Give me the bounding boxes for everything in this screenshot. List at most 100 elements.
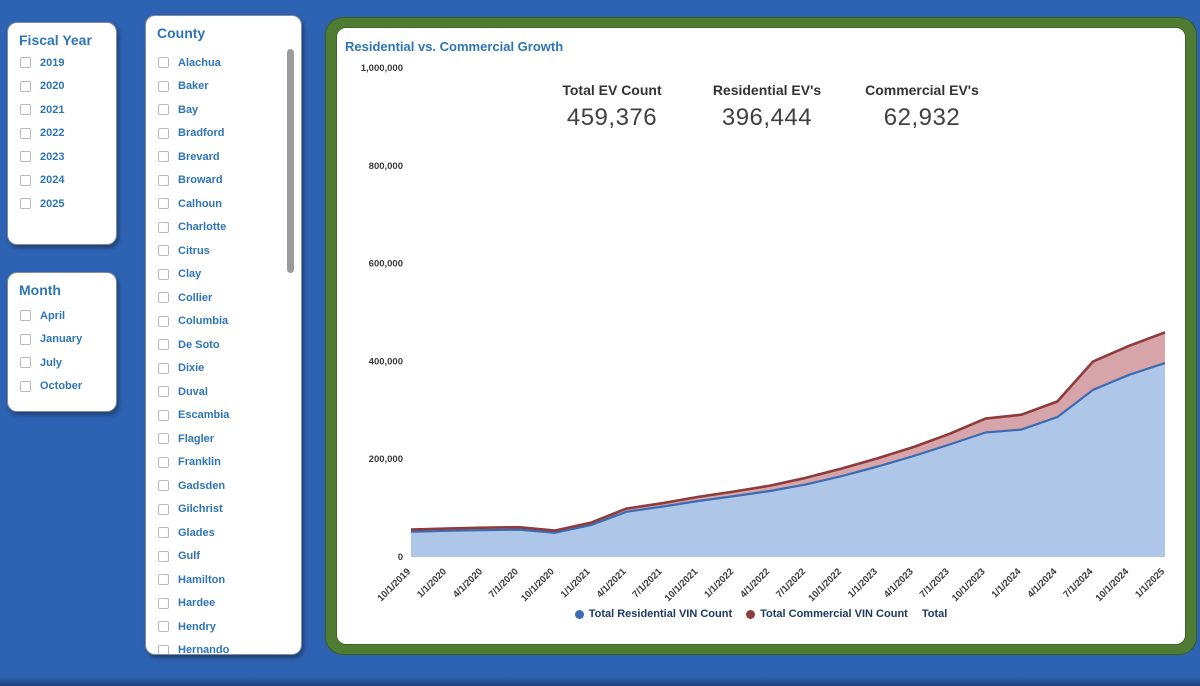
month-option-january[interactable]: January — [20, 328, 110, 352]
county-option-alachua[interactable]: Alachua — [158, 51, 295, 75]
county-option-bradford[interactable]: Bradford — [158, 122, 295, 146]
checkbox-icon[interactable] — [158, 550, 169, 562]
county-option-label: Escambia — [178, 409, 230, 422]
fiscal-year-option-2023[interactable]: 2023 — [20, 145, 110, 169]
legend-item-total[interactable]: Total — [922, 608, 947, 620]
fiscal-year-option-2024[interactable]: 2024 — [20, 169, 110, 193]
checkbox-icon[interactable] — [158, 644, 169, 654]
month-option-april[interactable]: April — [20, 304, 110, 328]
county-option-calhoun[interactable]: Calhoun — [158, 192, 295, 216]
checkbox-icon[interactable] — [158, 456, 169, 468]
x-axis-tick-label: 10/1/2021 — [663, 566, 701, 604]
county-option-hamilton[interactable]: Hamilton — [158, 568, 295, 592]
checkbox-icon[interactable] — [158, 527, 169, 539]
checkbox-icon[interactable] — [158, 409, 169, 421]
x-axis-tick-label: 1/1/2020 — [415, 566, 449, 600]
county-option-gulf[interactable]: Gulf — [158, 545, 295, 569]
county-option-brevard[interactable]: Brevard — [158, 145, 295, 169]
fiscal-year-option-2019[interactable]: 2019 — [20, 51, 110, 75]
county-option-label: Columbia — [178, 315, 229, 328]
county-option-flagler[interactable]: Flagler — [158, 427, 295, 451]
checkbox-icon[interactable] — [158, 198, 169, 210]
county-scrollbar-thumb[interactable] — [287, 49, 294, 273]
fiscal-year-option-2020[interactable]: 2020 — [20, 75, 110, 99]
county-option-label: Hamilton — [178, 573, 226, 586]
checkbox-icon[interactable] — [20, 151, 31, 163]
kpi-value: 396,444 — [721, 104, 813, 131]
checkbox-icon[interactable] — [20, 127, 31, 139]
county-option-de-soto[interactable]: De Soto — [158, 333, 295, 357]
checkbox-icon[interactable] — [158, 268, 169, 280]
x-axis-tick-label: 1/1/2021 — [559, 566, 593, 600]
county-option-citrus[interactable]: Citrus — [158, 239, 295, 263]
month-option-october[interactable]: October — [20, 375, 110, 399]
fiscal-year-filter-title: Fiscal Year — [19, 32, 92, 48]
checkbox-icon[interactable] — [20, 80, 31, 92]
county-option-escambia[interactable]: Escambia — [158, 404, 295, 428]
county-option-broward[interactable]: Broward — [158, 169, 295, 193]
checkbox-icon[interactable] — [20, 357, 31, 369]
checkbox-icon[interactable] — [20, 57, 31, 69]
checkbox-icon[interactable] — [158, 104, 169, 116]
legend-item-total-residential-vin-count[interactable]: Total Residential VIN Count — [574, 608, 732, 620]
kpi-total-ev-count: Total EV Count 459,376 — [537, 82, 687, 132]
checkbox-icon[interactable] — [158, 480, 169, 492]
x-axis-tick-label: 10/1/2020 — [519, 566, 557, 604]
county-option-hardee[interactable]: Hardee — [158, 592, 295, 616]
checkbox-icon[interactable] — [158, 221, 169, 233]
checkbox-icon[interactable] — [158, 574, 169, 586]
checkbox-icon[interactable] — [158, 174, 169, 186]
county-option-label: Clay — [178, 268, 202, 281]
checkbox-icon[interactable] — [158, 362, 169, 374]
checkbox-icon[interactable] — [158, 80, 169, 92]
y-axis-tick-label: 200,000 — [369, 454, 403, 465]
checkbox-icon[interactable] — [158, 127, 169, 139]
county-option-label: Brevard — [178, 150, 220, 163]
month-option-label: January — [40, 333, 83, 346]
checkbox-icon[interactable] — [158, 503, 169, 515]
county-option-collier[interactable]: Collier — [158, 286, 295, 310]
county-option-franklin[interactable]: Franklin — [158, 451, 295, 475]
checkbox-icon[interactable] — [158, 151, 169, 163]
checkbox-icon[interactable] — [20, 310, 31, 322]
kpi-label: Residential EV's — [712, 82, 822, 98]
kpi-value: 459,376 — [566, 104, 658, 131]
county-option-glades[interactable]: Glades — [158, 521, 295, 545]
checkbox-icon[interactable] — [158, 339, 169, 351]
kpi-residential-ev-s: Residential EV's 396,444 — [692, 82, 842, 132]
checkbox-icon[interactable] — [20, 333, 31, 345]
checkbox-icon[interactable] — [158, 386, 169, 398]
fiscal-year-option-2021[interactable]: 2021 — [20, 98, 110, 122]
legend-item-total-commercial-vin-count[interactable]: Total Commercial VIN Count — [746, 608, 908, 620]
county-option-gadsden[interactable]: Gadsden — [158, 474, 295, 498]
county-option-charlotte[interactable]: Charlotte — [158, 216, 295, 240]
checkbox-icon[interactable] — [158, 621, 169, 633]
county-option-hernando[interactable]: Hernando — [158, 639, 295, 654]
checkbox-icon[interactable] — [20, 380, 31, 392]
chart-frame: Residential vs. Commercial Growth Total … — [325, 17, 1197, 655]
county-option-baker[interactable]: Baker — [158, 75, 295, 99]
checkbox-icon[interactable] — [20, 174, 31, 186]
checkbox-icon[interactable] — [158, 597, 169, 609]
fiscal-year-option-2022[interactable]: 2022 — [20, 122, 110, 146]
checkbox-icon[interactable] — [158, 433, 169, 445]
fiscal-year-option-2025[interactable]: 2025 — [20, 192, 110, 216]
checkbox-icon[interactable] — [20, 198, 31, 210]
county-option-bay[interactable]: Bay — [158, 98, 295, 122]
county-option-hendry[interactable]: Hendry — [158, 615, 295, 639]
county-option-dixie[interactable]: Dixie — [158, 357, 295, 381]
county-option-duval[interactable]: Duval — [158, 380, 295, 404]
county-option-columbia[interactable]: Columbia — [158, 310, 295, 334]
checkbox-icon[interactable] — [158, 315, 169, 327]
month-option-july[interactable]: July — [20, 351, 110, 375]
fiscal-year-option-label: 2024 — [40, 174, 65, 187]
checkbox-icon[interactable] — [158, 292, 169, 304]
y-axis-tick-label: 1,000,000 — [361, 63, 403, 74]
residential-vs-commercial-area-chart[interactable]: 0 200,000 400,000 600,000 800,000 1,000,000 10… — [337, 28, 1185, 644]
checkbox-icon[interactable] — [158, 245, 169, 257]
checkbox-icon[interactable] — [158, 57, 169, 69]
county-option-label: Broward — [178, 174, 223, 187]
county-option-clay[interactable]: Clay — [158, 263, 295, 287]
county-option-gilchrist[interactable]: Gilchrist — [158, 498, 295, 522]
checkbox-icon[interactable] — [20, 104, 31, 116]
